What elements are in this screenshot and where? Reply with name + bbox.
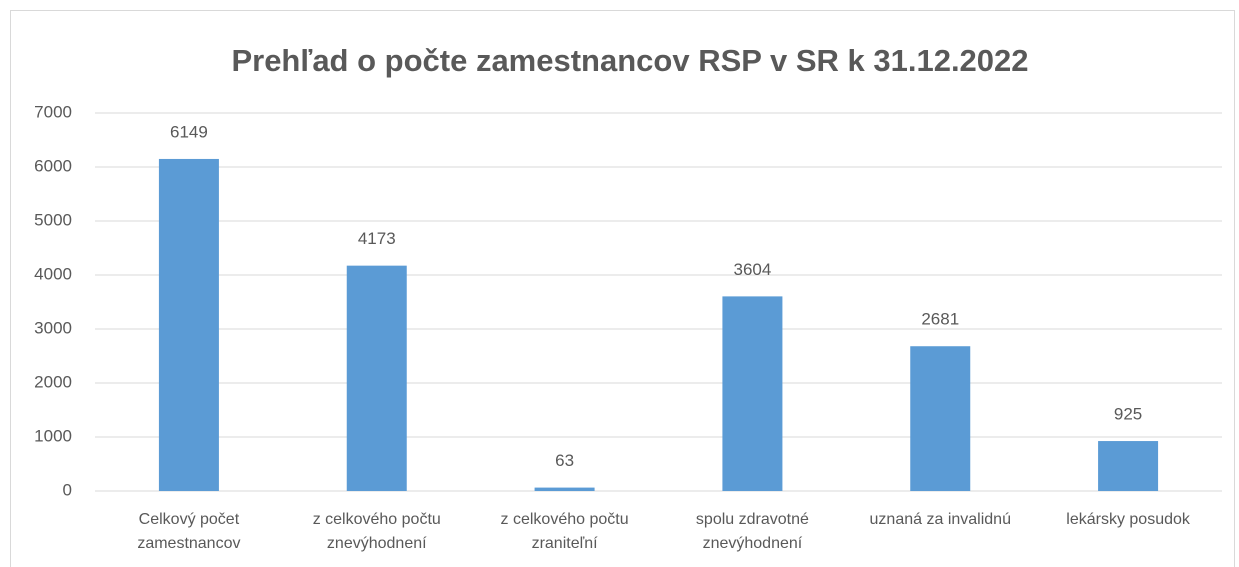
chart-border bbox=[10, 10, 1235, 567]
bar bbox=[1098, 441, 1159, 491]
y-tick-label: 3000 bbox=[34, 318, 72, 337]
data-label: 63 bbox=[555, 451, 574, 470]
y-tick-label: 4000 bbox=[34, 264, 72, 283]
x-tick-label: lekársky posudok bbox=[1066, 511, 1190, 528]
y-tick-label: 5000 bbox=[34, 210, 72, 229]
data-label: 2681 bbox=[921, 310, 959, 329]
bar bbox=[346, 265, 407, 491]
x-tick-label: z celkového počtu zraniteľní bbox=[500, 511, 629, 552]
data-label: 925 bbox=[1114, 405, 1142, 424]
data-label: 6149 bbox=[170, 122, 208, 141]
y-tick-label: 0 bbox=[63, 480, 72, 499]
y-tick-label: 7000 bbox=[34, 102, 72, 121]
x-tick-label: z celkového počtu znevýhodnení bbox=[312, 511, 441, 552]
bar bbox=[534, 487, 595, 491]
data-label: 3604 bbox=[734, 260, 772, 279]
y-tick-label: 2000 bbox=[34, 372, 72, 391]
x-tick-label: uznaná za invalidnú bbox=[869, 511, 1011, 528]
bar bbox=[158, 158, 219, 492]
y-tick-label: 1000 bbox=[34, 426, 72, 445]
data-label: 4173 bbox=[358, 229, 396, 248]
bar bbox=[722, 296, 783, 491]
bar bbox=[910, 346, 971, 491]
x-tick-label: spolu zdravotné znevýhodnení bbox=[695, 511, 809, 552]
y-tick-label: 6000 bbox=[34, 156, 72, 175]
x-tick-label: Celkový počet zamestnancov bbox=[137, 511, 241, 552]
chart-title: Prehľad o počte zamestnancov RSP v SR k … bbox=[231, 43, 1028, 78]
